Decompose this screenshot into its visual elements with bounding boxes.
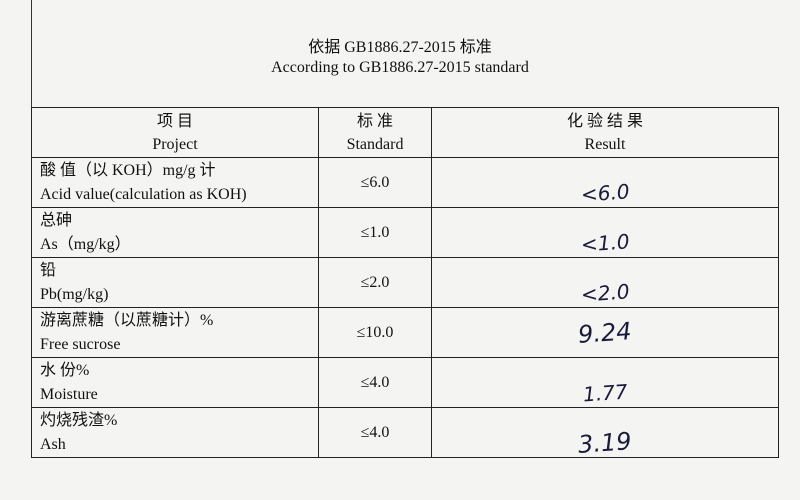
header-standard: 标 准 Standard: [318, 107, 432, 158]
project-en: Ash: [40, 435, 66, 453]
project-cell: 水 份% Moisture: [31, 357, 319, 408]
header-project-en: Project: [152, 135, 198, 153]
project-cn: 游离蔗糖（以蔗糖计）%: [40, 311, 214, 329]
project-cn: 水 份%: [40, 361, 90, 379]
project-cn: 酸 值（以 KOH）mg/g 计: [40, 161, 216, 179]
project-cn: 总砷: [40, 211, 73, 229]
header-standard-cn: 标 准: [356, 112, 393, 130]
project-cell: 铅 Pb(mg/kg): [31, 257, 319, 308]
header-standard-en: Standard: [346, 135, 404, 153]
results-table: 项 目 Project 标 准 Standard 化 验 结 果 Result 酸 值…: [31, 107, 779, 458]
project-en: Moisture: [40, 385, 98, 403]
handwritten-result: 3.19: [577, 426, 633, 459]
project-en: Pb(mg/kg): [40, 285, 109, 303]
table-row: 游离蔗糖（以蔗糖计）% Free sucrose ≤10.0 9.24: [31, 307, 779, 358]
result-cell: 9.24: [431, 307, 779, 358]
handwritten-result: 9.24: [577, 316, 633, 349]
project-cell: 酸 值（以 KOH）mg/g 计 Acid value(calculation a…: [31, 157, 319, 208]
standard-cell: ≤2.0: [318, 257, 432, 308]
result-cell: <1.0: [431, 207, 779, 258]
result-cell: <6.0: [431, 157, 779, 208]
title-chinese: 依据 GB1886.27-2015 标准: [308, 39, 492, 56]
project-en: Free sucrose: [40, 335, 121, 353]
header-project: 项 目 Project: [31, 107, 319, 158]
handwritten-result: <6.0: [579, 178, 631, 207]
handwritten-result: <1.0: [579, 228, 631, 257]
result-cell: 1.77: [431, 357, 779, 408]
page-border-line: [31, 0, 32, 108]
handwritten-result: <2.0: [579, 278, 631, 307]
project-en: Acid value(calculation as KOH): [40, 185, 247, 203]
title-english: According to GB1886.27-2015 standard: [271, 59, 529, 76]
header-result-en: Result: [584, 135, 626, 153]
table-row: 水 份% Moisture ≤4.0 1.77: [31, 357, 779, 408]
table-header-row: 项 目 Project 标 准 Standard 化 验 结 果 Result: [31, 107, 779, 158]
table-row: 灼烧残渣% Ash ≤4.0 3.19: [31, 407, 779, 459]
project-cn: 铅: [40, 261, 57, 279]
project-en: As（mg/kg）: [40, 235, 131, 253]
result-cell: 3.19: [431, 407, 779, 459]
project-cell: 灼烧残渣% Ash: [31, 407, 319, 458]
standard-cell: ≤6.0: [318, 157, 432, 208]
header-result-cn: 化 验 结 果: [566, 112, 643, 130]
header-result: 化 验 结 果 Result: [431, 107, 779, 158]
table-row: 铅 Pb(mg/kg) ≤2.0 <2.0: [31, 257, 779, 308]
project-cn: 灼烧残渣%: [40, 411, 118, 429]
standard-cell: ≤4.0: [318, 357, 432, 408]
table-row: 总砷 As（mg/kg） ≤1.0 <1.0: [31, 207, 779, 258]
table-row: 酸 值（以 KOH）mg/g 计 Acid value(calculation a…: [31, 157, 779, 208]
standard-cell: ≤1.0: [318, 207, 432, 258]
header-project-cn: 项 目: [156, 112, 193, 130]
project-cell: 游离蔗糖（以蔗糖计）% Free sucrose: [31, 307, 319, 358]
handwritten-result: 1.77: [581, 378, 629, 407]
project-cell: 总砷 As（mg/kg）: [31, 207, 319, 258]
standard-cell: ≤4.0: [318, 407, 432, 458]
standard-cell: ≤10.0: [318, 307, 432, 358]
result-cell: <2.0: [431, 257, 779, 308]
